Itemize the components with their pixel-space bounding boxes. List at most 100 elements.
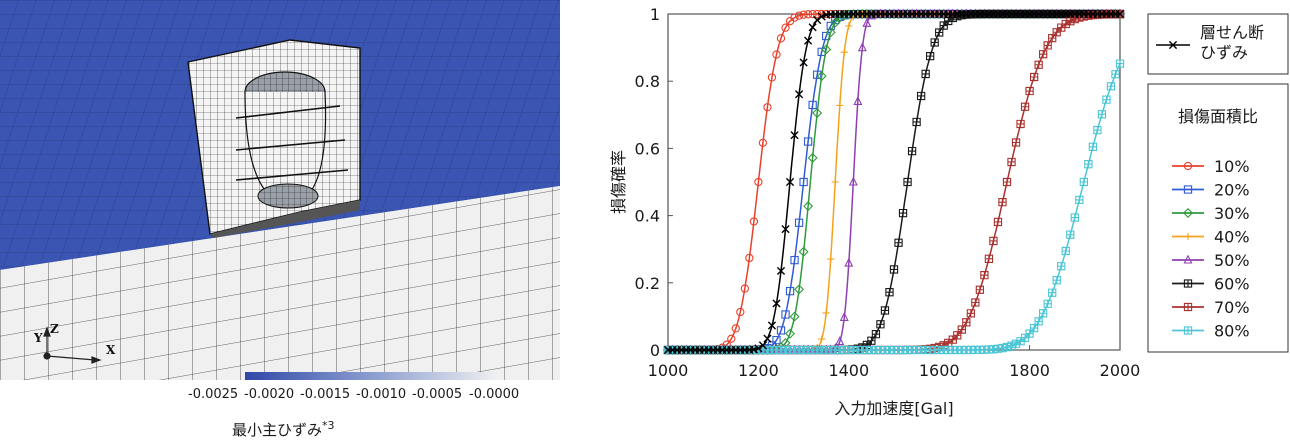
x-tick-label: 1200 (738, 361, 779, 380)
legend-marker (1183, 279, 1193, 288)
series-line (668, 13, 1120, 351)
data-point (1034, 60, 1043, 69)
data-point (794, 218, 804, 227)
data-point (758, 138, 768, 147)
data-point (903, 177, 912, 187)
data-point (862, 17, 872, 27)
data-point (808, 23, 817, 32)
data-point (1016, 119, 1025, 129)
legend-marker (1184, 232, 1192, 241)
data-point (727, 334, 736, 343)
data-point (817, 12, 826, 21)
data-point (790, 131, 799, 140)
data-point (785, 286, 795, 296)
data-point (871, 329, 881, 339)
legend-marker (1183, 208, 1193, 218)
data-point (1043, 41, 1052, 50)
data-point (1048, 288, 1057, 297)
data-point (749, 217, 759, 226)
x-tick-label: 1400 (828, 361, 869, 380)
data-point (1102, 95, 1111, 104)
data-point (898, 208, 908, 218)
legend-marker (1183, 326, 1193, 335)
legend-marker (1183, 254, 1193, 264)
data-point (1020, 102, 1030, 111)
data-point (808, 9, 817, 19)
data-point (808, 100, 817, 110)
data-point (799, 177, 808, 187)
series-10% (663, 9, 1125, 355)
data-point (912, 117, 921, 127)
data-point (745, 253, 754, 263)
data-point (1007, 157, 1016, 167)
data-point (794, 11, 804, 20)
colorbar (245, 372, 500, 380)
legend-marker (1183, 302, 1193, 312)
legend-item: 70% (1172, 298, 1250, 317)
soil-block (0, 186, 560, 380)
data-point (971, 298, 980, 307)
data-point (1093, 125, 1102, 135)
data-point (1025, 86, 1034, 96)
series-shear-strain (663, 9, 1125, 355)
legend-marker (1168, 40, 1178, 50)
axis-label-y: Y (33, 331, 43, 345)
plot-frame (667, 13, 1121, 351)
data-point (1029, 72, 1039, 82)
data-point (839, 311, 849, 321)
series-30% (663, 9, 1125, 355)
data-point (989, 236, 998, 246)
data-point (799, 58, 808, 67)
legend-label: 50% (1214, 251, 1250, 270)
legend-area-box (1147, 83, 1289, 353)
legend-marker (1183, 185, 1193, 194)
data-point (962, 318, 971, 327)
y-tick-label: 0.8 (635, 72, 660, 91)
y-tick-label: 0 (650, 341, 660, 360)
data-point (785, 177, 795, 187)
data-point (840, 48, 848, 56)
data-point (813, 9, 822, 19)
legend-label: 70% (1214, 298, 1250, 317)
data-point (921, 69, 930, 79)
legend-label: 10% (1214, 157, 1250, 176)
x-tick-label: 2000 (1100, 361, 1141, 380)
data-point (740, 284, 749, 293)
legend-label: 40% (1214, 228, 1250, 247)
data-point (980, 270, 989, 280)
series-80% (663, 59, 1125, 355)
data-point (794, 284, 805, 295)
legend-item: 80% (1172, 322, 1250, 341)
legend-shear-label: ひずみ (1200, 43, 1248, 62)
data-point (907, 146, 917, 156)
data-point (821, 44, 832, 55)
x-tick-label: 1800 (1009, 361, 1050, 380)
data-point (789, 311, 800, 322)
series-60% (663, 9, 1125, 355)
data-point (1057, 262, 1066, 271)
axis-label-z: Z (50, 322, 59, 336)
data-point (835, 336, 845, 346)
data-point (827, 255, 835, 263)
fragility-chart-panel: 1000 1200 1400 1600 1800 2000 0 0.2 0.4 0.6 0.8 1 入力… (590, 0, 1290, 443)
series-50% (663, 8, 1125, 354)
data-point (1070, 213, 1079, 222)
data-point (736, 307, 745, 317)
legend-item: 50% (1172, 251, 1250, 270)
x-tick-label: 1000 (648, 361, 689, 380)
legend-label: 80% (1214, 322, 1250, 341)
series-line (668, 13, 1120, 351)
data-point (781, 225, 790, 234)
series-20% (663, 9, 1125, 355)
colorbar-tick: -0.0000 (469, 387, 520, 402)
legend-label: 20% (1214, 181, 1250, 200)
data-point (763, 334, 772, 343)
data-point (993, 217, 1003, 227)
data-point (767, 73, 777, 82)
series-line (668, 13, 1120, 351)
data-point (781, 310, 790, 319)
legend-label: 60% (1214, 275, 1250, 294)
data-point (785, 328, 796, 339)
fragility-chart: 1000 1200 1400 1600 1800 2000 0 0.2 0.4 0.6 0.8 1 入力… (609, 5, 1289, 418)
series-line (668, 63, 1121, 351)
